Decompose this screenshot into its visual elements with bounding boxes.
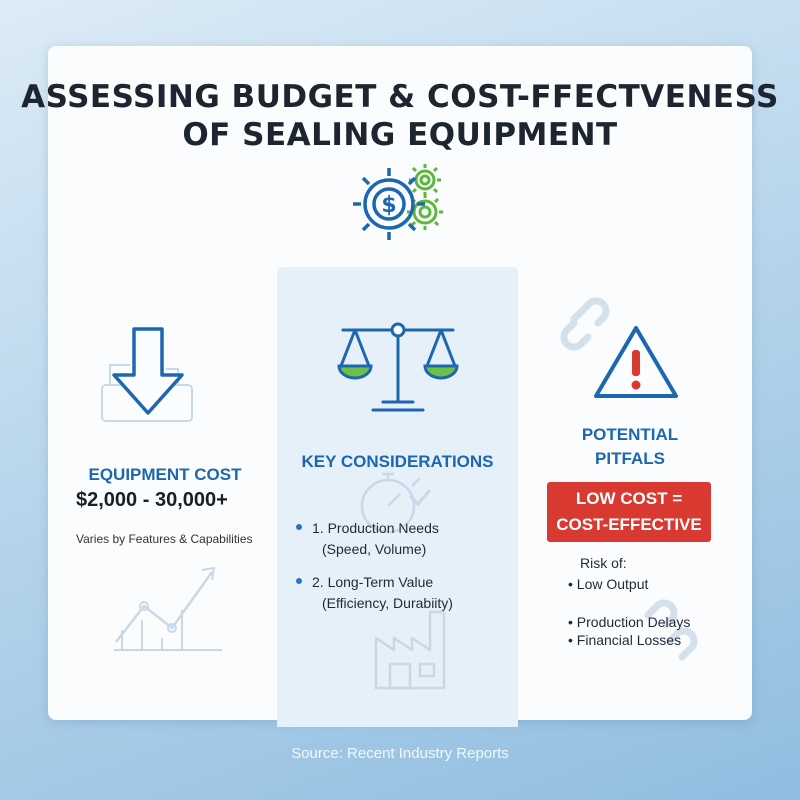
consideration-label: 1. Production Needs xyxy=(312,520,439,536)
factory-icon xyxy=(374,610,446,690)
source-caption: Source: Recent Industry Reports xyxy=(291,745,509,762)
svg-text:$: $ xyxy=(381,193,396,218)
risk-item-low-output: • Low Output xyxy=(568,576,649,592)
broken-chain-icon xyxy=(560,297,610,351)
key-considerations-heading: KEY CONSIDERATIONS xyxy=(301,452,494,471)
title-line-1: ASSESSING BUDGET & COST-FFECTVENESS xyxy=(21,79,779,115)
potential-pitfalls-heading: POTENTIAL PITFALS xyxy=(555,423,705,471)
bullet-dot xyxy=(296,578,302,584)
balance-scale-icon xyxy=(337,322,459,412)
trend-chart-icon xyxy=(114,566,222,651)
down-arrow-icon xyxy=(101,327,193,422)
page-title: ASSESSING BUDGET & COST-FFECTVENESS OF S… xyxy=(0,78,800,154)
risk-item-financial-losses: • Financial Losses xyxy=(568,632,682,648)
stopwatch-icon xyxy=(360,472,432,534)
equipment-cost-heading: EQUIPMENT COST xyxy=(88,465,242,484)
equipment-cost-note: Varies by Features & Capabilities xyxy=(76,532,253,546)
alert-line-1: LOW COST = xyxy=(575,489,683,508)
risk-item-production-delays: • Production Delays xyxy=(568,614,691,630)
title-line-2: OF SEALING EQUIPMENT xyxy=(182,117,618,153)
gear-dollar-icon: $ xyxy=(353,164,443,240)
pitfalls-heading-line-1: POTENTIAL xyxy=(581,425,679,444)
broken-chain-icon xyxy=(644,599,698,661)
pitfalls-heading-line-2: PITFALS xyxy=(595,449,665,468)
warning-icon xyxy=(594,326,678,398)
consideration-detail: (Efficiency, Durabiity) xyxy=(322,595,453,611)
consideration-detail: (Speed, Volume) xyxy=(322,541,427,557)
low-cost-alert-badge: LOW COST = COST-EFFECTIVE xyxy=(547,482,711,542)
consideration-label: 2. Long-Term Value xyxy=(312,574,434,590)
bullet-dot xyxy=(296,524,302,530)
equipment-cost-value: $2,000 - 30,000+ xyxy=(76,489,228,511)
alert-line-2: COST-EFFECTIVE xyxy=(556,515,702,534)
risk-label: Risk of: xyxy=(580,555,627,571)
